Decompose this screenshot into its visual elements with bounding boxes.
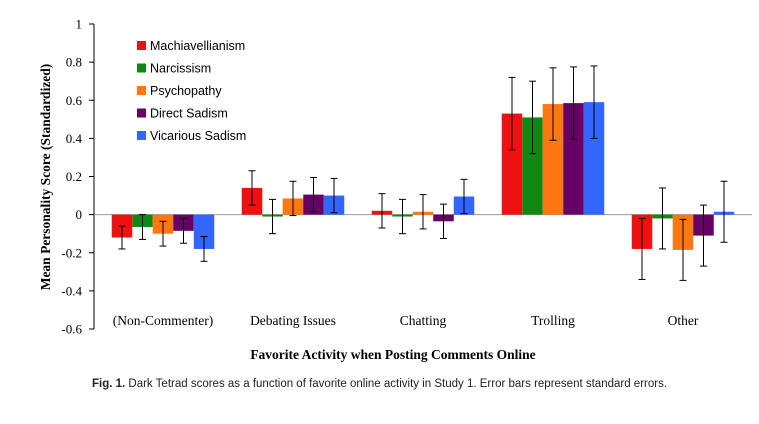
bar	[563, 103, 584, 215]
category-label: (Non-Commenter)	[113, 313, 213, 328]
y-tick-label: 0.6	[66, 93, 83, 108]
y-tick-label: 0	[76, 207, 83, 222]
y-tick-label: 0.8	[66, 55, 82, 70]
legend: Machiavellianism Narcissism Psychopathy Dir…	[137, 39, 246, 143]
y-tick-label: 1	[76, 17, 83, 32]
legend-swatch	[137, 108, 146, 118]
legend-swatch	[137, 86, 146, 95]
bar-chart: -0.6 -0.4 -0.2 0 0.2 0.4 0.6 0.8 1 (Non-Commente…	[38, 17, 752, 362]
legend-label: Vicarious Sadism	[150, 129, 246, 143]
legend-swatch	[137, 63, 146, 73]
legend-swatch	[137, 41, 146, 50]
legend-label: Direct Sadism	[150, 107, 228, 121]
bar	[542, 104, 564, 215]
caption-text: Dark Tetrad scores as a function of favo…	[128, 378, 668, 390]
y-tick-label: -0.4	[61, 283, 82, 298]
category-label: Chatting	[400, 313, 447, 328]
y-tick-label: 0.2	[66, 169, 82, 184]
bar	[522, 117, 543, 215]
y-tick-label: -0.6	[61, 322, 82, 337]
figure-caption: Fig. 1. Dark Tetrad scores as a function…	[0, 378, 759, 390]
y-tick-label: 0.4	[66, 131, 83, 146]
category-labels: (Non-Commenter) Debating Issues Chatting Tr…	[113, 313, 699, 328]
y-axis-title: Mean Personality Score (Standardized)	[38, 64, 53, 291]
legend-label: Narcissism	[150, 62, 211, 76]
legend-label: Psychopathy	[150, 84, 222, 98]
bar	[193, 214, 215, 249]
bar	[501, 113, 523, 215]
category-label: Other	[668, 313, 699, 328]
bar	[583, 102, 605, 215]
category-label: Trolling	[531, 313, 575, 328]
legend-label: Machiavellianism	[150, 39, 245, 53]
legend-swatch	[137, 131, 146, 140]
caption-label: Fig. 1.	[91, 378, 126, 390]
category-label: Debating Issues	[250, 313, 336, 328]
x-axis-title: Favorite Activity when Posting Comments …	[250, 347, 535, 362]
error-bars	[118, 65, 728, 281]
y-tick-labels: -0.6 -0.4 -0.2 0 0.2 0.4 0.6 0.8 1	[61, 17, 82, 337]
y-tick-label: -0.2	[61, 245, 82, 260]
